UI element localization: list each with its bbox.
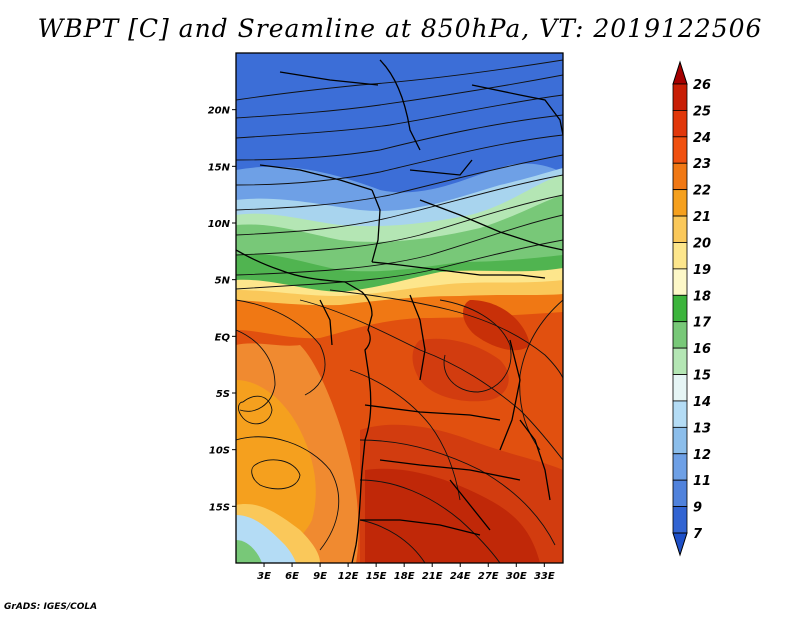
colorbar-segment [672, 400, 688, 428]
colorbar-segment [672, 242, 688, 270]
colorbar-max-arrow [672, 60, 688, 85]
y-tick-label: 5N [215, 276, 231, 287]
streamlines [236, 59, 563, 563]
colorbar: 26 25 24 23 22 21 20 19 18 17 16 15 14 13 12 11 9 7 [672, 60, 712, 557]
colorbar-label: 11 [693, 474, 711, 489]
x-tick-label: 12E [338, 571, 359, 582]
colorbar-segment [672, 294, 688, 323]
x-tick-label: 21E [422, 571, 443, 582]
y-tick-label: 15N [208, 162, 231, 173]
colorbar-segment [672, 321, 688, 349]
colorbar-label: 12 [693, 448, 711, 463]
x-tick-label: 30E [506, 571, 527, 582]
y-tick-label: EQ [215, 332, 231, 343]
y-tick-label: 15S [209, 502, 230, 513]
colorbar-min-arrow [672, 532, 688, 557]
colorbar-label: 26 [693, 78, 711, 93]
y-tick-label: 5S [216, 389, 230, 400]
colorbar-label: 25 [693, 104, 711, 119]
colorbar-segment [672, 268, 688, 296]
y-axis: 20N 15N 10N 5N EQ 5S 10S 15S [208, 106, 236, 513]
colorbar-segment [672, 506, 688, 534]
colorbar-label: 15 [693, 369, 711, 384]
x-tick-label: 18E [394, 571, 415, 582]
x-tick-label: 24E [450, 571, 471, 582]
colorbar-segment [672, 347, 688, 375]
colorbar-segment [672, 374, 688, 402]
map-frame [235, 52, 564, 564]
colorbar-label: 19 [693, 263, 711, 278]
colorbar-label: 14 [693, 395, 711, 410]
x-tick-label: 6E [285, 571, 299, 582]
y-tick-label: 10S [209, 446, 230, 457]
colorbar-label: 9 [693, 501, 702, 516]
colorbar-segment [672, 453, 688, 481]
colorbar-segment [672, 162, 688, 191]
colorbar-segment [672, 83, 688, 111]
colorbar-segment [672, 479, 688, 507]
x-tick-label: 33E [534, 571, 555, 582]
colorbar-segment [672, 110, 688, 138]
x-tick-label: 27E [478, 571, 499, 582]
colorbar-segment [672, 426, 688, 455]
x-tick-label: 15E [366, 571, 387, 582]
colorbar-label: 18 [693, 289, 711, 304]
colorbar-segment [672, 189, 688, 217]
colorbar-label: 22 [693, 184, 711, 199]
grads-credit: GrADS: IGES/COLA [4, 602, 98, 612]
coastlines-and-borders [236, 59, 563, 563]
colorbar-label: 21 [693, 210, 711, 225]
x-tick-label: 3E [257, 571, 271, 582]
colorbar-label: 16 [693, 342, 711, 357]
colorbar-label: 20 [693, 236, 711, 251]
colorbar-label: 23 [693, 157, 711, 172]
colorbar-segment [672, 215, 688, 243]
x-tick-label: 9E [313, 571, 327, 582]
colorbar-segment [672, 136, 688, 164]
colorbar-label: 24 [693, 131, 711, 146]
y-tick-label: 20N [208, 106, 231, 117]
colorbar-label: 17 [693, 316, 712, 331]
colorbar-label: 7 [693, 527, 703, 542]
map-title: WBPT [C] and Sreamline at 850hPa, VT: 20… [37, 14, 763, 43]
colorbar-label: 13 [693, 421, 711, 436]
x-axis: 3E 6E 9E 12E 15E 18E 21E 24E 27E 30E 33E [257, 563, 555, 582]
y-tick-label: 10N [208, 219, 231, 230]
